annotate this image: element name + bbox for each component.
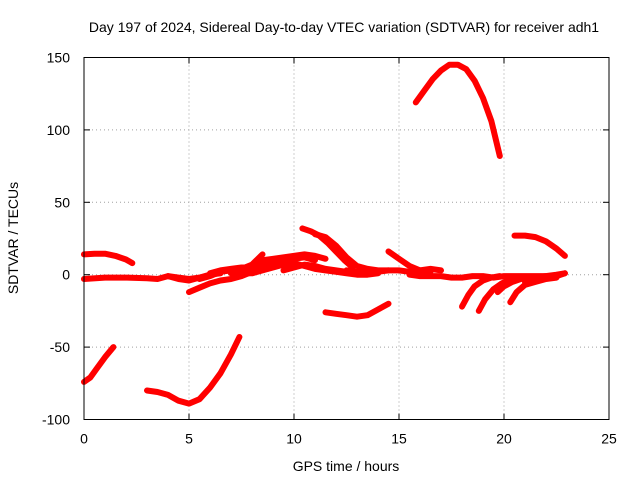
series-arc-15: [312, 231, 392, 274]
series-arc-9: [228, 258, 297, 277]
x-tick-label: 20: [496, 431, 512, 447]
ticks: 0 5 10 15 20 25 -100 -50 0 50 100 150: [42, 50, 617, 447]
series-arc-11: [259, 251, 329, 264]
grid: [84, 57, 609, 420]
plot-frame: [83, 57, 610, 420]
series-arc-22: [475, 276, 514, 314]
y-tick-label: 0: [62, 267, 70, 283]
series-arc-14: [299, 225, 356, 271]
series-arc-26: [522, 270, 568, 285]
x-tick-label: 5: [185, 431, 193, 447]
series-arc-16: [322, 300, 392, 320]
x-tick-label: 10: [286, 431, 302, 447]
series-arc-2: [81, 250, 136, 267]
y-tick-label: -100: [42, 412, 70, 428]
x-tick-label: 25: [601, 431, 617, 447]
y-tick-label: 50: [54, 194, 70, 210]
series-arc-1: [81, 344, 117, 385]
x-tick-label: 15: [391, 431, 407, 447]
series-arc-25: [511, 232, 568, 259]
series-arc-4: [144, 334, 243, 407]
y-axis-label: SDTVAR / TECUs: [5, 182, 21, 294]
x-tick-label: 0: [80, 431, 88, 447]
x-axis-label: GPS time / hours: [293, 458, 400, 474]
y-tick-label: 150: [47, 50, 71, 66]
series-arc-23: [494, 274, 533, 296]
y-tick-label: 100: [47, 122, 71, 138]
series-arc-19: [412, 61, 503, 159]
series-group: [81, 61, 568, 407]
y-tick-label: -50: [50, 339, 70, 355]
series-arc-18: [385, 248, 434, 275]
chart-title: Day 197 of 2024, Sidereal Day-to-day VTE…: [89, 19, 599, 35]
series-arc-21: [459, 273, 503, 310]
